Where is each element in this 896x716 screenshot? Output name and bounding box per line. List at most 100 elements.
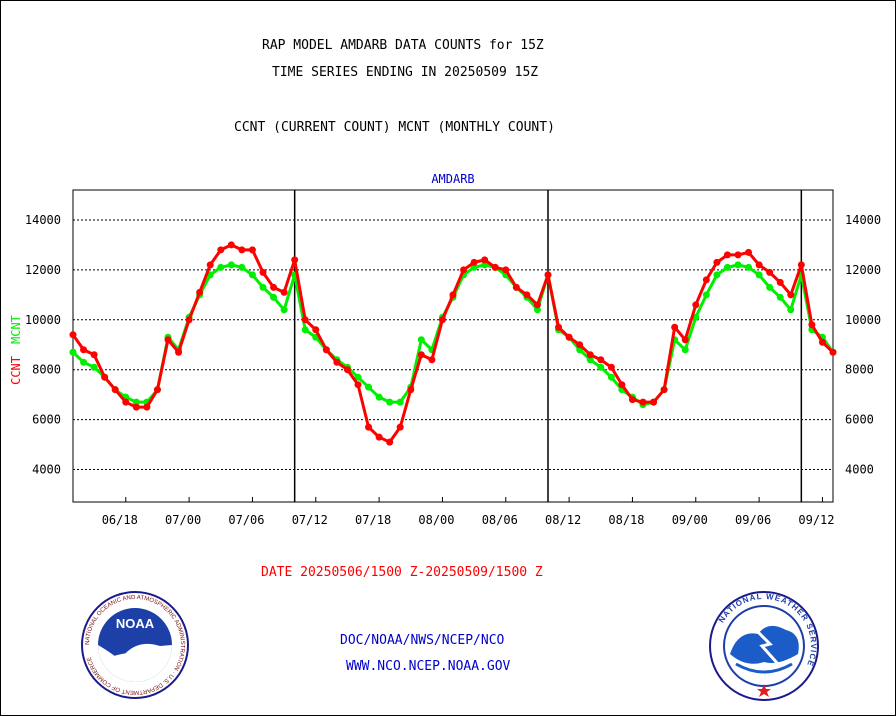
series-point-ccnt	[69, 331, 77, 339]
chart-subtitle: CCNT (CURRENT COUNT) MCNT (MONTHLY COUNT…	[234, 120, 555, 135]
series-point-ccnt	[808, 321, 816, 329]
series-point-ccnt	[544, 271, 552, 279]
series-point-ccnt	[470, 258, 478, 266]
series-point-ccnt	[755, 261, 763, 269]
x-tick-label: 09/06	[735, 513, 771, 527]
series-point-mcnt	[80, 358, 88, 366]
series-point-mcnt	[745, 263, 753, 271]
nws-logo: NATIONAL WEATHER SERVICE	[709, 591, 819, 701]
series-point-ccnt	[248, 246, 256, 254]
series-point-ccnt	[80, 346, 88, 354]
series-point-mcnt	[713, 271, 721, 279]
series-point-ccnt	[185, 316, 193, 324]
series-point-ccnt	[354, 381, 362, 389]
series-point-ccnt	[386, 438, 394, 446]
series-point-mcnt	[533, 306, 541, 314]
y-tick-right-4000: 4000	[845, 463, 874, 477]
series-point-ccnt	[502, 266, 510, 274]
series-point-mcnt	[396, 398, 404, 406]
series-point-mcnt	[723, 263, 731, 271]
series-point-mcnt	[132, 398, 140, 406]
y-axis-label-mcnt: MCNT	[9, 315, 23, 344]
series-point-ccnt	[555, 323, 563, 331]
x-tick-label: 09/12	[798, 513, 834, 527]
y-tick-right-10000: 10000	[845, 313, 881, 327]
series-point-ccnt	[607, 363, 615, 371]
series-point-mcnt	[607, 373, 615, 381]
series-point-ccnt	[111, 386, 119, 394]
series-point-mcnt	[787, 306, 795, 314]
time-series-chart: AMDARB 4000 4000 6000 6000 8000 8000 10000 10000…	[9, 172, 881, 527]
series-point-ccnt	[428, 356, 436, 364]
series-point-ccnt	[660, 386, 668, 394]
chart-title-line-2: TIME SERIES ENDING IN 20250509 15Z	[272, 65, 539, 80]
noaa-logo: NOAA NATIONAL OCEANIC AND ATMOSPHERIC AD…	[81, 591, 189, 699]
chart-title-line-1: RAP MODEL AMDARB DATA COUNTS for 15Z	[262, 38, 544, 53]
series-point-ccnt	[175, 348, 183, 356]
series-point-ccnt	[375, 433, 383, 441]
series-point-ccnt	[776, 278, 784, 286]
series-point-ccnt	[734, 251, 742, 259]
series-point-mcnt	[470, 263, 478, 271]
series-point-mcnt	[90, 363, 98, 371]
series-point-mcnt	[227, 261, 235, 269]
series-point-ccnt	[407, 386, 415, 394]
series-point-mcnt	[386, 398, 394, 406]
y-axis-label: CCNT MCNT	[9, 315, 23, 385]
y-tick-left-10000: 10000	[25, 313, 61, 327]
series-point-mcnt	[755, 271, 763, 279]
y-axis-label-ccnt: CCNT	[9, 356, 23, 385]
series-point-ccnt	[122, 398, 130, 406]
series-point-ccnt	[343, 366, 351, 374]
y-tick-right-12000: 12000	[845, 263, 881, 277]
series-point-ccnt	[829, 348, 837, 356]
x-tick-label: 07/06	[228, 513, 264, 527]
y-tick-right-8000: 8000	[845, 363, 874, 377]
series-point-ccnt	[671, 323, 679, 331]
series-point-mcnt	[248, 271, 256, 279]
series-point-ccnt	[132, 403, 140, 411]
series-point-ccnt	[650, 398, 658, 406]
series-point-mcnt	[375, 393, 383, 401]
series-point-ccnt	[618, 381, 626, 389]
series-point-ccnt	[818, 338, 826, 346]
plot-frame	[72, 189, 834, 503]
series-point-mcnt	[586, 356, 594, 364]
series-point-mcnt	[270, 293, 278, 301]
series-point-ccnt	[787, 291, 795, 299]
series-point-mcnt	[365, 383, 373, 391]
series-point-ccnt	[206, 261, 214, 269]
series-point-mcnt	[238, 263, 246, 271]
series-point-mcnt	[301, 326, 309, 334]
series-point-ccnt	[713, 258, 721, 266]
series-point-ccnt	[586, 351, 594, 359]
footer-url-link[interactable]: WWW.NCO.NCEP.NOAA.GOV	[346, 659, 511, 674]
series-point-mcnt	[681, 346, 689, 354]
series-point-ccnt	[723, 251, 731, 259]
series-point-mcnt	[766, 283, 774, 291]
series-point-ccnt	[702, 276, 710, 284]
series-point-ccnt	[217, 246, 225, 254]
x-tick-label: 08/18	[608, 513, 644, 527]
series-point-ccnt	[797, 261, 805, 269]
y-tick-right-6000: 6000	[845, 413, 874, 427]
series-point-ccnt	[196, 288, 204, 296]
x-tick-label: 07/12	[292, 513, 328, 527]
series-point-ccnt	[280, 288, 288, 296]
y-tick-right-14000: 14000	[845, 213, 881, 227]
series-point-ccnt	[333, 358, 341, 366]
x-tick-label: 09/00	[672, 513, 708, 527]
series-point-mcnt	[280, 306, 288, 314]
series-point-ccnt	[164, 336, 172, 344]
x-tick-label: 07/00	[165, 513, 201, 527]
series-point-ccnt	[270, 283, 278, 291]
series-point-ccnt	[681, 336, 689, 344]
y-tick-left-14000: 14000	[25, 213, 61, 227]
series-point-ccnt	[90, 351, 98, 359]
series-point-ccnt	[449, 291, 457, 299]
series-line-mcnt	[71, 263, 835, 407]
svg-text:NOAA: NOAA	[116, 616, 155, 631]
series-point-ccnt	[533, 301, 541, 309]
series-point-mcnt	[702, 291, 710, 299]
series-point-ccnt	[576, 341, 584, 349]
